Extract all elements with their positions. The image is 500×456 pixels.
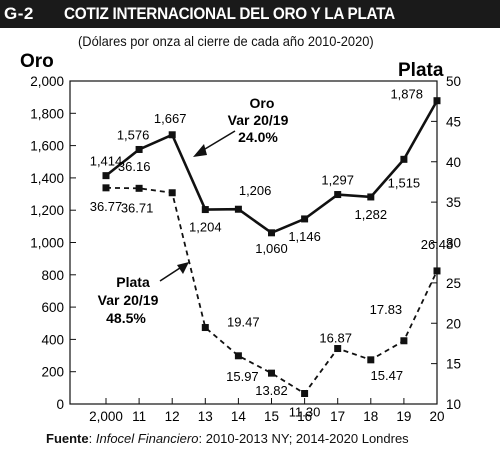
left-tick-label: 1,400 — [30, 171, 64, 186]
x-tick-label: 15 — [264, 409, 279, 424]
plata-arrow-shaft — [159, 265, 184, 282]
right-tick-label: 45 — [446, 114, 461, 129]
plata-point — [268, 369, 275, 377]
chart-header: G-2 COTIZ INTERNACIONAL DEL ORO Y LA PLA… — [0, 0, 500, 28]
plata-data-label: 36.71 — [121, 200, 154, 215]
oro-data-label: 1,204 — [189, 220, 222, 235]
oro-point — [168, 131, 176, 139]
oro-data-label: 1,297 — [321, 173, 354, 188]
plata-data-label: 36.16 — [118, 159, 151, 174]
left-tick-label: 400 — [41, 332, 64, 347]
plata-point — [301, 390, 309, 398]
oro-point — [102, 172, 110, 180]
plata-point — [367, 356, 375, 364]
plata-data-label: 11.30 — [289, 405, 321, 420]
oro-arrow-head — [193, 144, 207, 157]
plata-point — [234, 352, 242, 360]
oro-point — [400, 155, 408, 163]
oro-data-label: 1,060 — [255, 241, 288, 256]
source-name: Infocel Financiero — [95, 431, 199, 446]
source-note: Fuente: Infocel Financiero: 2010-2013 NY… — [46, 431, 409, 446]
x-tick-label: 20 — [429, 409, 444, 424]
plata-point — [168, 189, 176, 197]
oro-point — [334, 191, 342, 199]
right-tick-label: 10 — [446, 397, 461, 412]
oro-point — [234, 205, 242, 213]
right-tick-label: 25 — [446, 276, 461, 291]
oro-data-label: 1,878 — [390, 87, 423, 102]
x-tick-label: 17 — [330, 409, 345, 424]
right-tick-label: 35 — [446, 195, 461, 210]
source-label: Fuente — [46, 431, 89, 446]
oro-point — [433, 97, 441, 105]
plata-data-label: 15.97 — [226, 369, 259, 384]
left-tick-label: 1,200 — [30, 203, 64, 218]
x-tick-label: 12 — [165, 409, 180, 424]
plata-data-label: 19.47 — [227, 315, 260, 330]
oro-data-label: 1,146 — [288, 229, 321, 244]
oro-point — [268, 229, 275, 237]
plata-data-label: 13.82 — [255, 383, 288, 398]
right-tick-label: 40 — [446, 155, 461, 170]
oro-point — [135, 145, 143, 153]
plata-annotation-label: Var 20/19 — [98, 292, 159, 308]
x-tick-label: 11 — [132, 409, 146, 424]
plata-data-label: 26.48 — [421, 237, 454, 252]
oro-arrow-shaft — [199, 130, 236, 153]
plata-data-label: 16.87 — [319, 331, 352, 346]
left-tick-label: 1,600 — [30, 139, 64, 154]
x-tick-label: 18 — [363, 409, 378, 424]
left-tick-label: 600 — [41, 300, 64, 315]
oro-annotation-name: Oro — [250, 95, 275, 111]
figure-number: G-2 — [4, 4, 34, 23]
right-axis-title: Plata — [398, 60, 444, 81]
oro-data-label: 1,206 — [239, 183, 272, 198]
plata-point — [433, 267, 441, 275]
x-tick-label: 13 — [198, 409, 213, 424]
oro-data-label: 1,515 — [388, 175, 421, 190]
x-tick-label: 19 — [396, 409, 411, 424]
left-tick-label: 2,000 — [30, 74, 64, 89]
plata-data-label: 17.83 — [370, 302, 403, 317]
plata-data-label: 15.47 — [371, 368, 404, 383]
plata-point — [135, 184, 143, 192]
oro-annotation-label: Var 20/19 — [228, 112, 289, 128]
x-tick-label: 14 — [231, 409, 247, 424]
plata-point — [400, 337, 408, 345]
oro-data-label: 1,667 — [154, 111, 187, 126]
oro-point — [367, 193, 375, 201]
oro-annotation-value: 24.0% — [238, 129, 278, 145]
plata-data-label: 36.77 — [90, 199, 123, 214]
plata-annotation-name: Plata — [116, 274, 150, 290]
plata-point — [334, 345, 342, 353]
chart-title: COTIZ INTERNACIONAL DEL ORO Y LA PLATA — [64, 4, 395, 23]
plata-annotation-value: 48.5% — [106, 310, 146, 326]
plata-point — [201, 324, 209, 332]
right-tick-label: 15 — [446, 357, 461, 372]
oro-point — [301, 215, 309, 223]
right-tick-label: 50 — [446, 74, 461, 89]
oro-point — [201, 206, 209, 214]
left-tick-label: 1,000 — [30, 236, 64, 251]
x-tick-label: 2,000 — [89, 409, 123, 424]
left-tick-label: 1,800 — [30, 106, 64, 121]
x-tick-label: 16 — [297, 409, 312, 424]
chart-subtitle: (Dólares por onza al cierre de cada año … — [78, 33, 374, 49]
left-axis-title: Oro — [20, 51, 54, 72]
series-line-plata — [105, 186, 438, 395]
plata-arrow-head — [177, 262, 189, 274]
oro-data-label: 1,282 — [355, 207, 388, 222]
oro-data-label: 1,576 — [117, 127, 150, 142]
left-tick-label: 800 — [41, 268, 64, 283]
left-tick-label: 0 — [56, 397, 64, 412]
oro-data-label: 1,414 — [90, 154, 123, 169]
source-detail: : 2010-2013 NY; 2014-2020 Londres — [198, 431, 409, 446]
right-tick-label: 30 — [446, 236, 461, 251]
plata-point — [102, 184, 110, 192]
right-tick-label: 20 — [446, 316, 461, 331]
left-tick-label: 200 — [41, 365, 64, 380]
